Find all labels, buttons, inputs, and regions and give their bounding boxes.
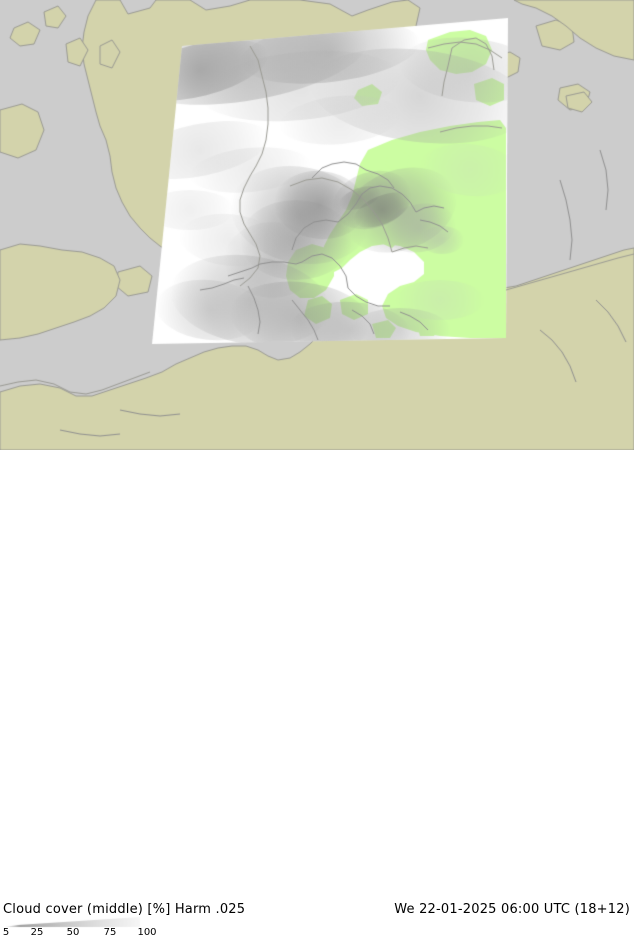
- cloud-cover-map-canvas[interactable]: [0, 0, 634, 450]
- legend-tick-3: 75: [103, 927, 117, 938]
- valid-time-label: We 22-01-2025 06:00 UTC (18+12): [394, 902, 630, 917]
- legend-tick-1: 25: [30, 927, 44, 938]
- legend-tick-0: 5: [2, 927, 10, 938]
- legend-tick-4: 100: [137, 927, 157, 938]
- legend: 5 25 50 75 100: [0, 916, 240, 940]
- map-area[interactable]: [0, 0, 634, 450]
- footer-bar: Cloud cover (middle) [%] Harm .025 We 22…: [0, 450, 634, 938]
- legend-tick-2: 50: [66, 927, 80, 938]
- product-title: Cloud cover (middle) [%] Harm .025: [3, 902, 246, 917]
